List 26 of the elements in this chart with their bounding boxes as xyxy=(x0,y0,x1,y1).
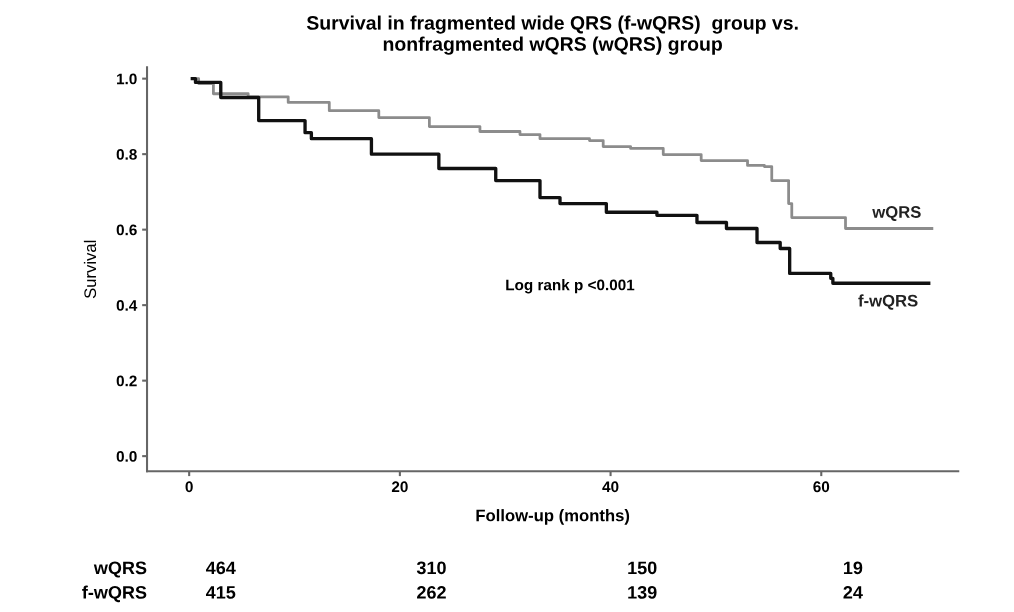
text: 310 xyxy=(416,561,446,575)
text: 150 xyxy=(628,561,657,575)
text: 262 xyxy=(417,585,446,599)
y-tick-label: 0.6 xyxy=(116,224,137,236)
text: f-wQRS xyxy=(82,585,147,603)
text: 139 xyxy=(628,585,657,599)
series-label: f-wQRS xyxy=(858,294,918,310)
y-tick-label: 0.4 xyxy=(116,300,138,311)
y-tick-label: 0.8 xyxy=(116,149,137,160)
x-tick-label: 60 xyxy=(813,481,830,493)
text: wQRS xyxy=(93,561,147,578)
annotation: Log rank p <0.001 xyxy=(506,279,635,294)
x-tick-label: 0 xyxy=(185,481,193,493)
series-label: wQRS xyxy=(872,206,921,221)
text: 19 xyxy=(843,561,863,575)
text: 24 xyxy=(843,585,863,599)
y-axis-title: Survival xyxy=(83,240,97,299)
chart-title: Survival in fragmented wide QRS (f-wQRS) group vs. nonfragmented wQRS (wQRS) group xyxy=(306,15,798,55)
y-tick-label: 0.0 xyxy=(116,451,137,462)
x-axis-title: Follow-up (months) xyxy=(476,509,630,525)
y-tick-label: 0.2 xyxy=(116,375,137,387)
text: 415 xyxy=(205,586,236,599)
x-tick-label: 20 xyxy=(391,481,408,493)
x-tick-label: 40 xyxy=(602,481,619,493)
y-tick-label: 1.0 xyxy=(117,73,137,85)
text: 464 xyxy=(205,561,236,575)
